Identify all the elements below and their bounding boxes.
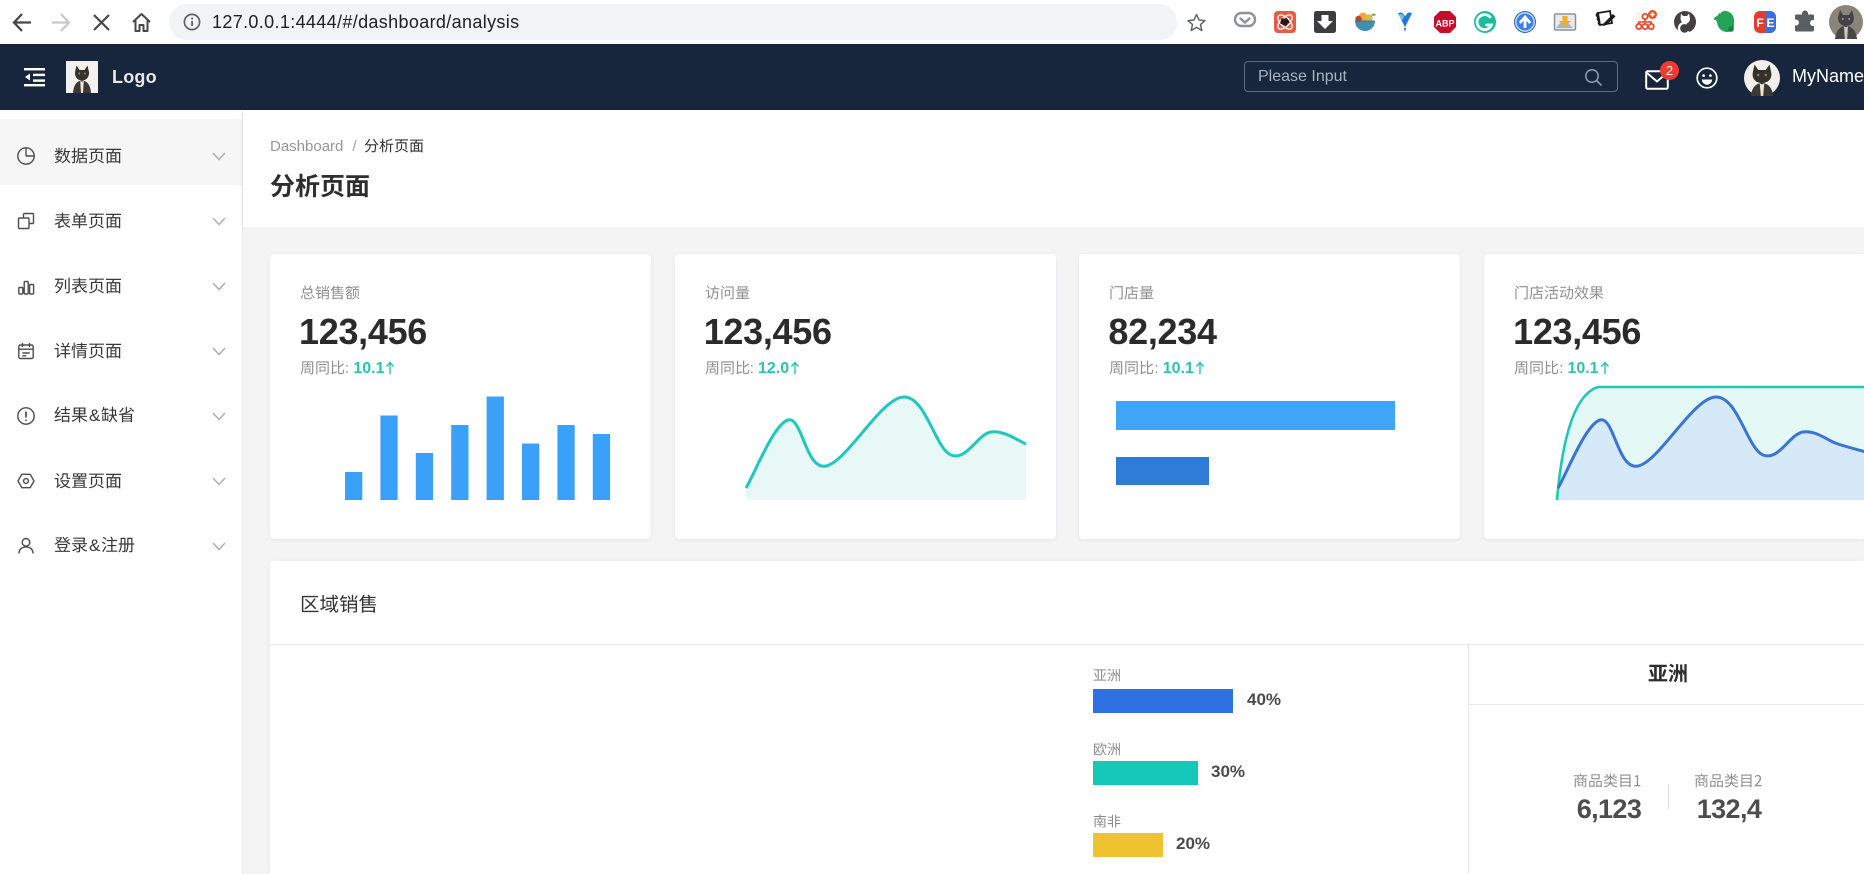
svg-text:ABP: ABP: [1435, 19, 1454, 29]
svg-text:E: E: [1766, 16, 1774, 30]
svg-text:F: F: [1756, 16, 1763, 30]
